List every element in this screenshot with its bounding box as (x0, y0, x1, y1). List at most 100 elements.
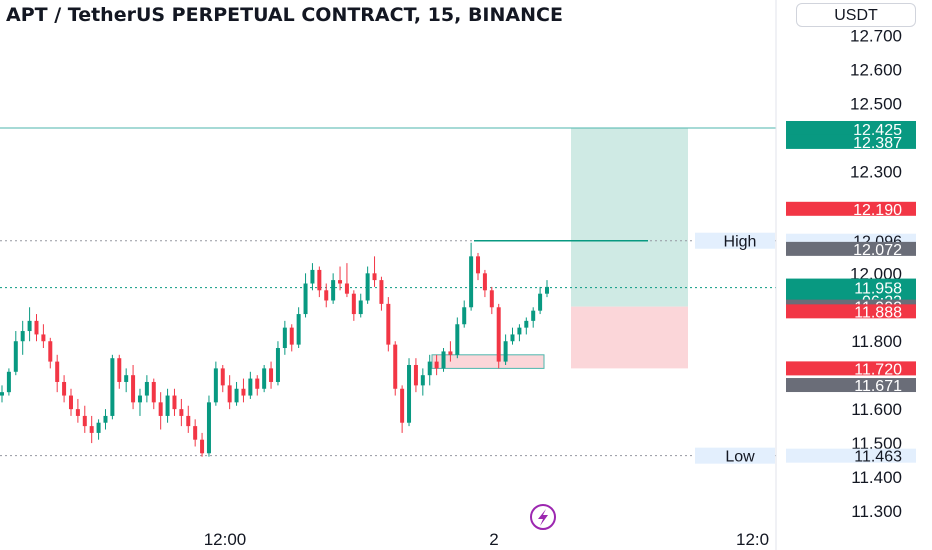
x-tick-label: 2 (489, 530, 498, 549)
candle-body (538, 293, 543, 311)
price-label-text: 11.671 (854, 378, 902, 395)
price-tag-label: High (724, 234, 757, 251)
candle-body (75, 409, 80, 416)
y-tick-label: 12.300 (850, 162, 902, 181)
candle-body (524, 320, 529, 328)
candle-body (262, 368, 267, 389)
candle-body (379, 280, 384, 304)
price-label-badge (786, 304, 916, 319)
candle-body (206, 402, 211, 454)
candle-body (510, 334, 515, 342)
candle-body (420, 375, 425, 386)
candle-body (227, 385, 232, 403)
candle-body (193, 426, 198, 440)
candle-body (186, 415, 191, 427)
y-tick-label: 11.400 (851, 468, 902, 487)
candle-body (496, 307, 501, 362)
y-tick-label: 12.500 (850, 95, 902, 114)
candle-body (503, 341, 508, 362)
candle-body (462, 307, 467, 325)
candle-body (117, 358, 122, 382)
candle-body (200, 439, 205, 454)
candle-body (179, 409, 184, 416)
candle-body (20, 331, 25, 342)
candle-body (82, 415, 87, 427)
lightning-icon[interactable] (530, 504, 556, 530)
price-label-text: 12.425 (853, 122, 902, 139)
price-label-badge (786, 122, 916, 137)
candle-body (144, 381, 149, 396)
candle-body (220, 368, 225, 386)
candle-body (413, 364, 418, 386)
target-zone (571, 127, 688, 307)
x-tick-label: 12:00 (204, 530, 247, 549)
stop-zone (571, 306, 688, 369)
candle-body (234, 388, 239, 403)
y-tick-label: 11.600 (851, 400, 902, 419)
candle-body (248, 378, 253, 396)
candle-body (55, 361, 60, 382)
candle-body (448, 351, 453, 355)
price-label-text: 11.463 (854, 449, 902, 466)
y-tick-label: 12.700 (850, 27, 902, 46)
candle-body (34, 320, 39, 335)
price-label-badge (786, 134, 916, 149)
price-label-text: 12.190 (853, 202, 902, 219)
candle-body (255, 378, 260, 389)
price-label-badge (786, 448, 916, 463)
candle-body (317, 269, 322, 291)
candle-body (427, 361, 432, 376)
candle-body (110, 358, 115, 416)
y-tick-label: 11.300 (851, 502, 902, 521)
price-tag-badge (695, 447, 775, 464)
candle-body (27, 320, 32, 332)
candle-body (372, 273, 377, 281)
candle-body (165, 395, 170, 416)
order-block-box (431, 354, 545, 369)
price-label-text: 11.958 (854, 281, 902, 298)
candle-body (441, 351, 446, 369)
candle-body (131, 375, 136, 403)
price-label-text: 12.387 (853, 135, 902, 152)
candle-body (517, 327, 522, 335)
candle-body (48, 341, 53, 362)
price-label-badge (786, 361, 916, 376)
candle-body (310, 269, 315, 284)
price-label-badge (786, 241, 916, 256)
candle-body (137, 395, 142, 403)
chart-title: APT / TetherUS PERPETUAL CONTRACT, 15, B… (6, 4, 563, 26)
candle-body (338, 280, 343, 284)
candle-body (455, 324, 460, 355)
candle-body (469, 256, 474, 308)
candle-body (41, 334, 46, 342)
candle-body (407, 364, 412, 423)
y-tick-label: 12.600 (850, 61, 902, 80)
candle-body (68, 395, 73, 410)
candle-body (158, 402, 163, 416)
currency-button[interactable]: USDT (796, 3, 916, 27)
candle-body (96, 422, 101, 433)
candle-body (6, 371, 11, 393)
y-tick-label: 12.000 (850, 264, 902, 283)
price-label-badge (786, 201, 916, 216)
candle-body (275, 348, 280, 382)
candle-body (545, 286, 549, 294)
candle-body (289, 327, 294, 345)
candle-body (103, 415, 108, 423)
candle-body (172, 395, 177, 410)
price-label-badge (786, 378, 916, 393)
candle-body (62, 381, 67, 396)
candle-body (365, 273, 370, 301)
candle-body (269, 368, 274, 382)
candle-body (344, 283, 349, 294)
price-tag-badge (695, 232, 775, 249)
candle-body (0, 392, 4, 396)
candle-body (282, 327, 287, 349)
candle-body (89, 426, 94, 433)
price-label-text: 11.888 (854, 304, 902, 321)
candle-body (489, 290, 494, 308)
y-tick-label: 11.500 (851, 434, 902, 453)
candle-body (476, 256, 481, 274)
price-tag-label: Low (725, 449, 755, 466)
